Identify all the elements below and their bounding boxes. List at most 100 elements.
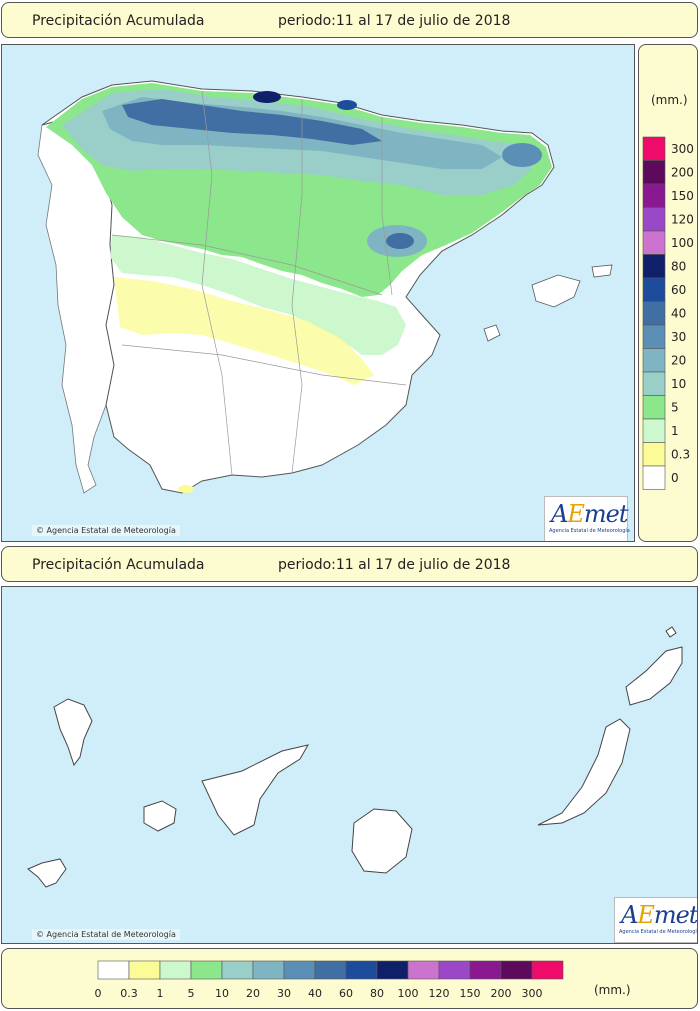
copyright-note-canarias: © Agencia Estatal de Meteorología <box>32 929 180 940</box>
legend-unit: (mm.) <box>651 93 688 107</box>
legend-h-label-5: 5 <box>188 987 195 1000</box>
legend-horizontal-scale: 0 0.3 1 5 10 20 30 40 60 80 100 120 150 200 300 <box>95 960 564 1000</box>
title-bar-peninsula: Precipitación Acumulada periodo:11 al 17… <box>1 2 698 38</box>
legend-v-label-10: 10 <box>671 377 686 391</box>
legend-v-label-40: 40 <box>671 306 686 320</box>
legend-v-swatch-40 <box>642 301 666 326</box>
peninsula-map: © Agencia Estatal de Meteorología AEmet … <box>1 44 635 542</box>
rain-zone-1mm <box>110 235 406 355</box>
rain-core-iberico-inner <box>386 233 414 249</box>
map-period-canarias: periodo:11 al 17 de julio de 2018 <box>278 557 511 573</box>
la-gomera <box>143 800 177 832</box>
legend-horizontal: 0 0.3 1 5 10 20 30 40 60 80 100 120 150 200 300 (mm.) <box>1 948 698 1009</box>
legend-v-label-80: 80 <box>671 259 686 273</box>
title-bar-canarias: Precipitación Acumulada periodo:11 al 17… <box>1 546 698 582</box>
rain-core-east <box>337 100 357 110</box>
legend-v-label-1: 1 <box>671 424 679 438</box>
legend-h-swatch-300 <box>531 960 564 980</box>
legend-h-label-0: 0 <box>95 987 102 1000</box>
legend-vertical: (mm.) 300 200 150 120 100 80 60 40 30 20 10 5 1 0.3 0 <box>638 44 698 542</box>
map-title: Precipitación Acumulada <box>32 13 205 29</box>
legend-v-label-0.3: 0.3 <box>671 447 690 461</box>
legend-h-label-300: 300 <box>522 987 543 1000</box>
legend-h-label-120: 120 <box>429 987 450 1000</box>
legend-v-label-0: 0 <box>671 471 679 485</box>
tenerife <box>201 744 310 836</box>
legend-h-swatch-1 <box>159 960 192 980</box>
legend-h-label-1: 1 <box>157 987 164 1000</box>
ibiza <box>483 324 501 342</box>
legend-v-label-200: 200 <box>671 165 694 179</box>
aemet-logo-subtitle: Agencia Estatal de Meteorología <box>549 528 630 534</box>
legend-v-label-100: 100 <box>671 236 694 250</box>
legend-h-swatch-40 <box>314 960 347 980</box>
legend-h-swatch-60 <box>345 960 378 980</box>
legend-h-label-30: 30 <box>277 987 291 1000</box>
aemet-logo: AEmet Agencia Estatal de Meteorología <box>544 496 630 541</box>
rain-zone-03mm <box>114 277 374 385</box>
legend-h-swatch-200 <box>500 960 533 980</box>
legend-h-swatch-5 <box>190 960 223 980</box>
legend-h-label-10: 10 <box>215 987 229 1000</box>
legend-h-swatch-100 <box>407 960 440 980</box>
legend-h-label-0.3: 0.3 <box>120 987 138 1000</box>
gran-canaria <box>351 808 413 874</box>
lanzarote <box>625 646 683 706</box>
legend-v-label-60: 60 <box>671 283 686 297</box>
legend-h-swatch-0 <box>97 960 130 980</box>
legend-h-label-60: 60 <box>339 987 353 1000</box>
el-hierro <box>27 858 67 888</box>
copyright-text-canarias: Agencia Estatal de Meteorología <box>46 930 176 939</box>
legend-v-swatch-0 <box>642 465 666 490</box>
aemet-logo-subtitle-canarias: Agencia Estatal de Meteorología <box>619 929 698 935</box>
peninsula-map-canvas <box>37 80 613 494</box>
legend-v-label-120: 120 <box>671 212 694 226</box>
legend-h-label-40: 40 <box>308 987 322 1000</box>
la-palma <box>53 698 93 767</box>
legend-v-label-5: 5 <box>671 400 679 414</box>
legend-h-swatch-150 <box>469 960 502 980</box>
legend-v-swatch-1 <box>642 418 666 443</box>
legend-h-swatch-0.3 <box>128 960 161 980</box>
legend-h-label-150: 150 <box>460 987 481 1000</box>
legend-v-swatch-300 <box>642 136 666 161</box>
map-period: periodo:11 al 17 de julio de 2018 <box>278 13 511 29</box>
legend-h-swatch-30 <box>283 960 316 980</box>
copyright-text: Agencia Estatal de Meteorología <box>46 526 176 535</box>
legend-h-swatch-10 <box>221 960 254 980</box>
legend-v-swatch-30 <box>642 324 666 349</box>
legend-v-label-300: 300 <box>671 142 694 156</box>
legend-h-label-100: 100 <box>398 987 419 1000</box>
legend-h-label-200: 200 <box>491 987 512 1000</box>
aemet-logo-canarias: AEmet Agencia Estatal de Meteorología <box>614 897 698 943</box>
legend-v-label-20: 20 <box>671 353 686 367</box>
legend-v-swatch-5 <box>642 395 666 420</box>
canarias-map: © Agencia Estatal de Meteorología AEmet … <box>1 586 698 944</box>
legend-v-swatch-150 <box>642 183 666 208</box>
legend-h-swatch-20 <box>252 960 285 980</box>
legend-v-swatch-80 <box>642 254 666 279</box>
rain-spot-catalonia <box>502 143 542 167</box>
legend-v-swatch-120 <box>642 207 666 232</box>
rain-spot-cadiz <box>178 485 194 493</box>
la-graciosa <box>665 626 677 638</box>
map-title-canarias: Precipitación Acumulada <box>32 557 205 573</box>
legend-v-swatch-200 <box>642 160 666 185</box>
rain-core-north <box>253 91 281 103</box>
aemet-logo-word-canarias: AEmet <box>621 901 698 929</box>
copyright-note: © Agencia Estatal de Meteorología <box>32 525 180 536</box>
legend-v-swatch-100 <box>642 230 666 255</box>
menorca <box>591 264 613 278</box>
legend-h-label-80: 80 <box>370 987 384 1000</box>
legend-v-label-150: 150 <box>671 189 694 203</box>
canarias-map-canvas <box>27 626 683 888</box>
legend-vertical-scale: 300 200 150 120 100 80 60 40 30 20 10 5 1 0.3 0 <box>642 136 694 490</box>
legend-v-swatch-20 <box>642 348 666 373</box>
legend-v-swatch-10 <box>642 371 666 396</box>
rain-zone-60mm <box>122 99 382 145</box>
legend-v-label-30: 30 <box>671 330 686 344</box>
legend-h-swatch-120 <box>438 960 471 980</box>
aemet-logo-word: AEmet <box>551 500 628 528</box>
legend-v-swatch-60 <box>642 277 666 302</box>
fuerteventura <box>537 718 631 826</box>
